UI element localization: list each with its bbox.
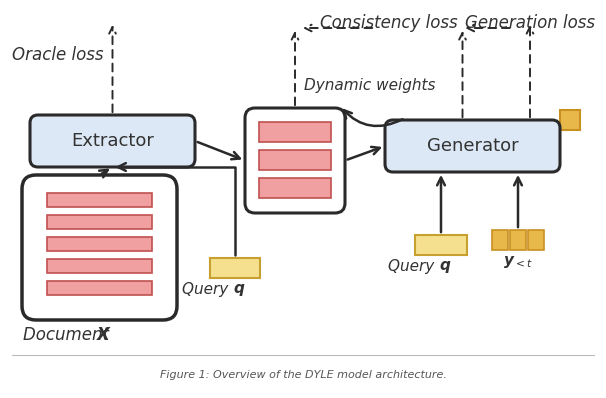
Text: $\boldsymbol{q}$: $\boldsymbol{q}$	[439, 259, 451, 275]
Text: Document: Document	[23, 326, 115, 344]
Bar	[259, 122, 331, 142]
Text: Query: Query	[182, 282, 233, 297]
Bar	[47, 281, 152, 295]
FancyBboxPatch shape	[30, 115, 195, 167]
Bar	[210, 258, 260, 278]
Text: Generation loss: Generation loss	[465, 14, 595, 32]
Bar	[415, 235, 467, 255]
Bar	[510, 230, 526, 250]
Bar	[47, 193, 152, 207]
Bar	[47, 259, 152, 273]
Bar	[259, 150, 331, 170]
Text: Figure 1: Overview of the DYLE model architecture.: Figure 1: Overview of the DYLE model arc…	[159, 370, 447, 380]
Text: Oracle loss: Oracle loss	[12, 46, 104, 64]
Bar	[259, 178, 331, 198]
Text: Query: Query	[388, 259, 439, 274]
Bar	[47, 237, 152, 251]
Text: Generator: Generator	[427, 137, 518, 155]
Text: Extractor: Extractor	[71, 132, 154, 150]
FancyBboxPatch shape	[385, 120, 560, 172]
Bar	[47, 215, 152, 229]
Text: Consistency loss: Consistency loss	[320, 14, 458, 32]
Text: Dynamic weights: Dynamic weights	[304, 78, 436, 93]
FancyBboxPatch shape	[245, 108, 345, 213]
FancyArrowPatch shape	[344, 110, 402, 126]
Bar	[492, 230, 508, 250]
Bar	[560, 110, 580, 130]
FancyBboxPatch shape	[22, 175, 177, 320]
Text: $\boldsymbol{y}_{<t}$: $\boldsymbol{y}_{<t}$	[503, 254, 533, 270]
Text: $\boldsymbol{X}$: $\boldsymbol{X}$	[96, 326, 112, 344]
Bar	[528, 230, 544, 250]
Text: $\boldsymbol{q}$: $\boldsymbol{q}$	[233, 282, 245, 298]
